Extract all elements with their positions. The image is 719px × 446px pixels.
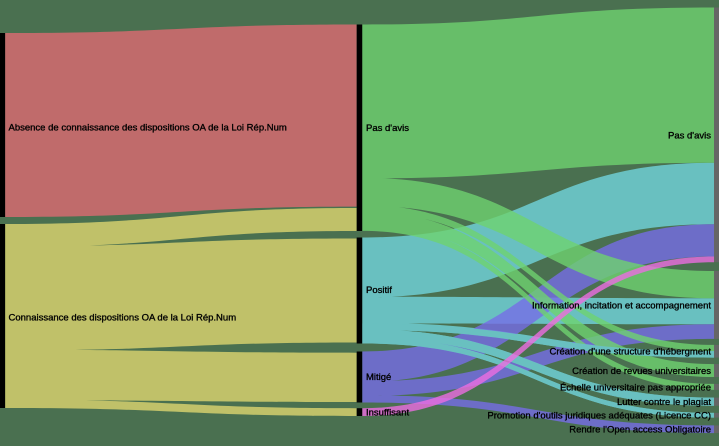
svg-text:Insuffisant: Insuffisant	[366, 408, 409, 419]
svg-text:Rendre l'Open access Obligatoi: Rendre l'Open access Obligatoire	[569, 425, 711, 436]
svg-text:Information, incitation et acc: Information, incitation et accompagnemen…	[532, 300, 711, 311]
svg-text:Promotion d'outils juridiques: Promotion d'outils juridiques adéquates …	[487, 411, 711, 422]
svg-text:Création de revues universitai: Création de revues universitaires	[572, 366, 711, 377]
svg-text:Pas d'avis: Pas d'avis	[668, 130, 711, 141]
svg-text:Mitigé: Mitigé	[366, 372, 391, 383]
svg-text:Échelle universitaire pas appr: Échelle universitaire pas appropriée	[560, 382, 711, 393]
svg-text:Positif: Positif	[366, 285, 392, 296]
svg-text:Lutter contre le plagiat: Lutter contre le plagiat	[617, 397, 711, 408]
svg-text:Connaissance des dispositions: Connaissance des dispositions OA de la L…	[9, 312, 237, 323]
svg-text:Absence de connaissance des di: Absence de connaissance des dispositions…	[9, 122, 287, 133]
svg-text:Pas d'avis: Pas d'avis	[366, 123, 409, 134]
svg-text:Création d'une structure d'héb: Création d'une structure d'hébergment	[549, 347, 711, 358]
